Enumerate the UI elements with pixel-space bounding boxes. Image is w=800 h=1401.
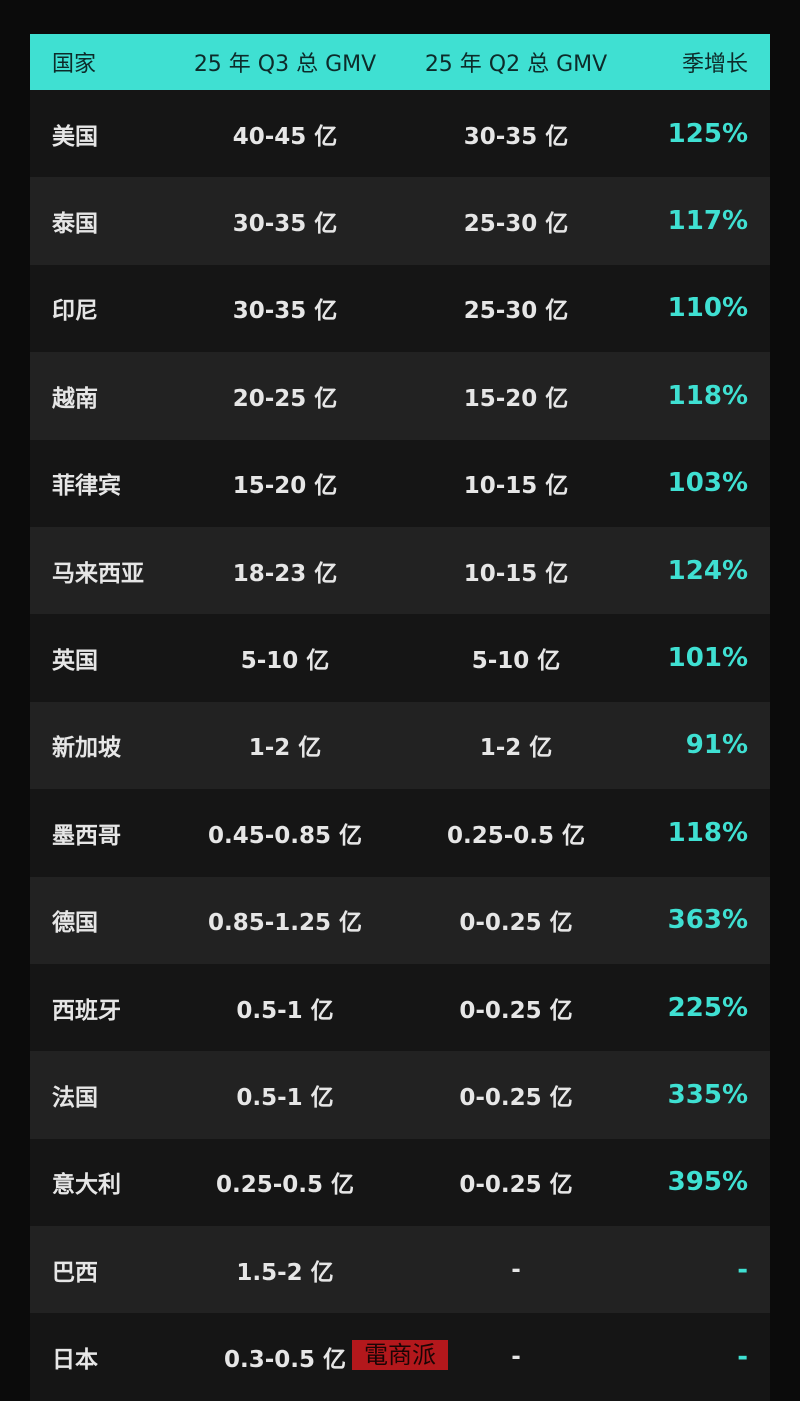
cell: 0-0.25 亿: [459, 910, 573, 937]
cell: 0-0.25 亿: [459, 1084, 573, 1111]
cell: 墨西哥: [52, 822, 121, 849]
cell: 美国: [52, 123, 98, 150]
cell: 0-0.25 亿: [459, 997, 573, 1024]
cell: 0.5-1 亿: [236, 997, 334, 1024]
table-row: 美国 40-45 亿 30-35 亿 125%: [30, 90, 770, 178]
cell: 巴西: [52, 1259, 98, 1286]
cell: 季增长: [681, 52, 748, 77]
cell: 10-15 亿: [463, 473, 569, 500]
watermark: 電商派: [352, 1340, 448, 1370]
table-row: 马来西亚 18-23 亿 10-15 亿 124%: [30, 526, 770, 615]
cell: 110%: [667, 293, 748, 324]
cell: 118%: [667, 380, 748, 411]
cell: -: [511, 1344, 521, 1371]
cell: 1-2 亿: [248, 735, 322, 762]
cell: 15-20 亿: [463, 385, 569, 412]
cell: 30-35 亿: [463, 123, 569, 150]
cell: 0.25-0.5 亿: [215, 1172, 355, 1199]
cell: 国家: [52, 52, 97, 77]
cell: 新加坡: [52, 735, 121, 762]
table-row: 西班牙 0.5-1 亿 0-0.25 亿 225%: [30, 963, 770, 1052]
cell: -: [737, 1342, 748, 1373]
cell: 越南: [52, 385, 98, 412]
cell: 0.5-1 亿: [236, 1084, 334, 1111]
cell: 395%: [667, 1167, 748, 1198]
cell: 18-23 亿: [232, 560, 338, 587]
cell: 30-35 亿: [232, 211, 338, 238]
cell: 335%: [667, 1079, 748, 1110]
cell: 25 年 Q2 总 GMV: [424, 52, 608, 77]
table-row: 泰国 30-35 亿 25-30 亿 117%: [30, 177, 770, 265]
cell: 25 年 Q3 总 GMV: [193, 52, 377, 77]
cell: 0.3-0.5 亿: [223, 1347, 347, 1374]
cell: 20-25 亿: [232, 385, 338, 412]
cell: 1-2 亿: [479, 735, 553, 762]
cell: 0.85-1.25 亿: [207, 910, 363, 937]
cell: 0.25-0.5 亿: [446, 822, 586, 849]
cell: 40-45 亿: [232, 123, 338, 150]
cell: 印尼: [52, 298, 98, 325]
cell: 10-15 亿: [463, 560, 569, 587]
table-row: 意大利 0.25-0.5 亿 0-0.25 亿 395%: [30, 1138, 770, 1227]
table-row: 菲律宾 15-20 亿 10-15 亿 103%: [30, 439, 770, 527]
cell: 30-35 亿: [232, 298, 338, 325]
cell: 125%: [667, 118, 748, 149]
cell: 1.5-2 亿: [236, 1259, 334, 1286]
cell: 西班牙: [52, 997, 121, 1024]
cell: 91%: [685, 730, 748, 761]
cell: 225%: [667, 992, 748, 1023]
header-row: 国家 25 年 Q3 总 GMV 25 年 Q2 总 GMV 季增长: [30, 34, 770, 90]
cell: 菲律宾: [52, 473, 121, 500]
cell: 118%: [667, 817, 748, 848]
cell: -: [737, 1254, 748, 1285]
cell: 363%: [667, 905, 748, 936]
table-row: 巴西 1.5-2 亿 - -: [30, 1226, 770, 1314]
cell: 意大利: [52, 1172, 121, 1199]
cell: 25-30 亿: [463, 211, 569, 238]
table-row: 新加坡 1-2 亿 1-2 亿 91%: [30, 701, 770, 790]
cell: 124%: [667, 555, 748, 586]
cell: 马来西亚: [52, 560, 144, 587]
cell: 101%: [667, 643, 748, 674]
cell: 德国: [52, 910, 98, 937]
table-row: 墨西哥 0.45-0.85 亿 0.25-0.5 亿 118%: [30, 789, 770, 877]
cell: 0.45-0.85 亿: [207, 822, 363, 849]
cell: 泰国: [52, 211, 98, 238]
cell: 103%: [667, 468, 748, 499]
table-row: 越南 20-25 亿 15-20 亿 118%: [30, 352, 770, 440]
table-row: 法国 0.5-1 亿 0-0.25 亿 335%: [30, 1051, 770, 1139]
cell: -: [511, 1256, 521, 1283]
table-row: 印尼 30-35 亿 25-30 亿 110%: [30, 264, 770, 353]
cell: 117%: [667, 206, 748, 237]
cell: 25-30 亿: [463, 298, 569, 325]
gmv-table: 国家 25 年 Q3 总 GMV 25 年 Q2 总 GMV 季增长美国 40-45 亿…: [30, 34, 770, 1401]
cell: 5-10 亿: [240, 648, 330, 675]
table-row: 德国 0.85-1.25 亿 0-0.25 亿 363%: [30, 876, 770, 964]
cell: 15-20 亿: [232, 473, 338, 500]
table-row: 英国 5-10 亿 5-10 亿 101%: [30, 614, 770, 702]
cell: 法国: [52, 1084, 98, 1111]
cell: 英国: [52, 648, 98, 675]
cell: 0-0.25 亿: [459, 1172, 573, 1199]
cell: 5-10 亿: [471, 648, 561, 675]
cell: 日本: [52, 1347, 98, 1374]
